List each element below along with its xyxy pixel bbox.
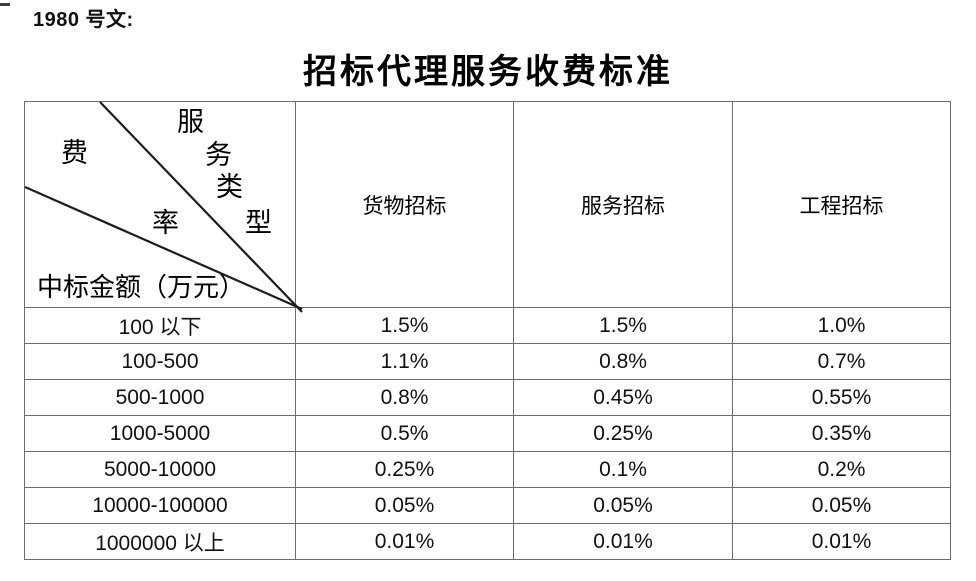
- row-label: 500-1000: [24, 379, 296, 416]
- row-label: 1000-5000: [24, 415, 296, 452]
- diagonal-header-cell: 服 务 类 型 费 率 中标金额（万元）: [24, 101, 303, 313]
- fee-value-cell: 0.05%: [513, 487, 733, 524]
- fee-value-cell: 0.35%: [732, 415, 951, 452]
- diagonal-type-char: 务: [205, 140, 232, 170]
- fee-value-cell: 0.8%: [295, 379, 514, 416]
- table-row: 100-500 1.1% 0.8% 0.7%: [24, 343, 951, 380]
- fee-value-cell: 0.01%: [295, 523, 514, 560]
- fee-value-cell: 0.55%: [732, 379, 951, 416]
- col-header-services: 服务招标: [513, 101, 733, 308]
- diagonal-type-char: 服: [177, 107, 204, 137]
- fee-value-cell: 0.8%: [513, 343, 733, 380]
- row-label: 100 以下: [24, 307, 296, 344]
- fee-standard-table: 服 务 类 型 费 率 中标金额（万元） 货物招标 服务招标 工程招标 100 …: [24, 101, 951, 560]
- col-header-goods: 货物招标: [295, 101, 514, 308]
- table-row: 1000000 以上 0.01% 0.01% 0.01%: [24, 523, 951, 560]
- fee-value-cell: 1.5%: [513, 307, 733, 344]
- fee-value-cell: 0.05%: [295, 487, 514, 524]
- table-row: 500-1000 0.8% 0.45% 0.55%: [24, 379, 951, 416]
- doc-number-label: 1980 号文:: [33, 9, 134, 31]
- header-row: 服 务 类 型 费 率 中标金额（万元） 货物招标 服务招标 工程招标: [24, 101, 951, 313]
- fee-value-cell: 0.01%: [732, 523, 951, 560]
- row-label: 5000-10000: [24, 451, 296, 488]
- fee-value-cell: 0.45%: [513, 379, 733, 416]
- diagonal-split-lines: [24, 101, 303, 313]
- table-row: 5000-10000 0.25% 0.1% 0.2%: [24, 451, 951, 488]
- col-header-works: 工程招标: [732, 101, 951, 308]
- fee-value-cell: 0.25%: [295, 451, 514, 488]
- row-label: 10000-100000: [24, 487, 296, 524]
- row-label: 1000000 以上: [24, 523, 296, 560]
- table-row: 10000-100000 0.05% 0.05% 0.05%: [24, 487, 951, 524]
- fee-value-cell: 0.05%: [732, 487, 951, 524]
- fee-value-cell: 0.7%: [732, 343, 951, 380]
- table-row: 100 以下 1.5% 1.5% 1.0%: [24, 307, 951, 344]
- diagonal-rate-char: 率: [152, 208, 179, 238]
- table-row: 1000-5000 0.5% 0.25% 0.35%: [24, 415, 951, 452]
- fee-value-cell: 0.01%: [513, 523, 733, 560]
- fee-value-cell: 0.2%: [732, 451, 951, 488]
- fee-value-cell: 1.0%: [732, 307, 951, 344]
- diagonal-rate-char: 费: [61, 138, 88, 168]
- diagonal-type-char: 类: [216, 172, 243, 202]
- bid-amount-axis-label: 中标金额（万元）: [37, 273, 246, 302]
- fee-value-cell: 0.1%: [513, 451, 733, 488]
- fee-value-cell: 1.5%: [295, 307, 514, 344]
- fee-value-cell: 1.1%: [295, 343, 514, 380]
- row-label: 100-500: [24, 343, 296, 380]
- fee-value-cell: 0.5%: [295, 415, 514, 452]
- fee-value-cell: 0.25%: [513, 415, 733, 452]
- screen-edge-artifact: [0, 3, 10, 6]
- diagonal-type-char: 型: [245, 208, 272, 238]
- page-title: 招标代理服务收费标准: [303, 54, 673, 91]
